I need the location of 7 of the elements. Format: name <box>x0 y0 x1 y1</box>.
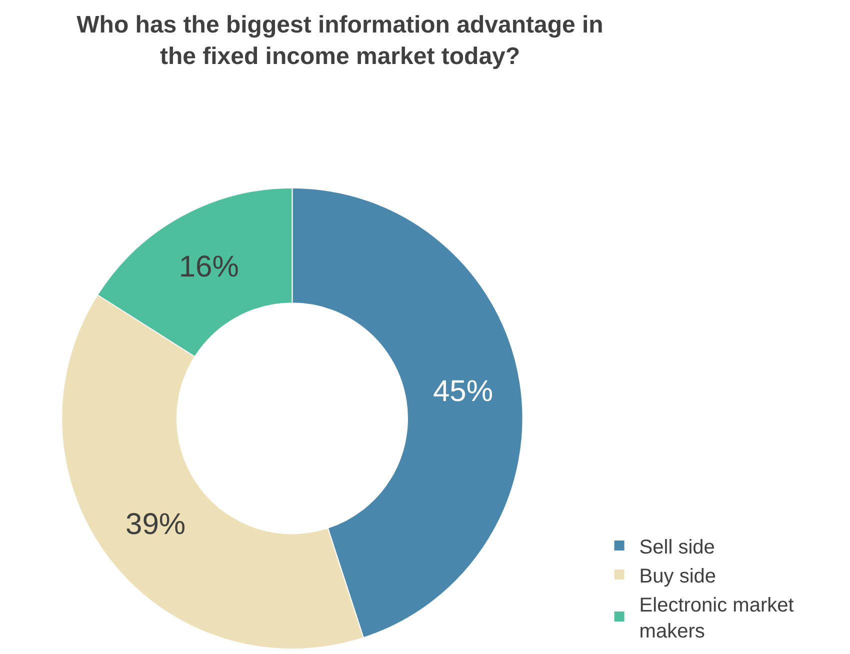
chart-title: Who has the biggest information advantage in the fixed income market today? <box>76 12 604 70</box>
data-label: 45% <box>432 374 494 408</box>
legend-label: Buy side <box>639 565 716 588</box>
data-label: 16% <box>178 250 239 284</box>
legend-label: Sell side <box>639 536 715 558</box>
data-label: 39% <box>126 508 186 541</box>
legend-label: Electronic market makers <box>639 594 794 642</box>
